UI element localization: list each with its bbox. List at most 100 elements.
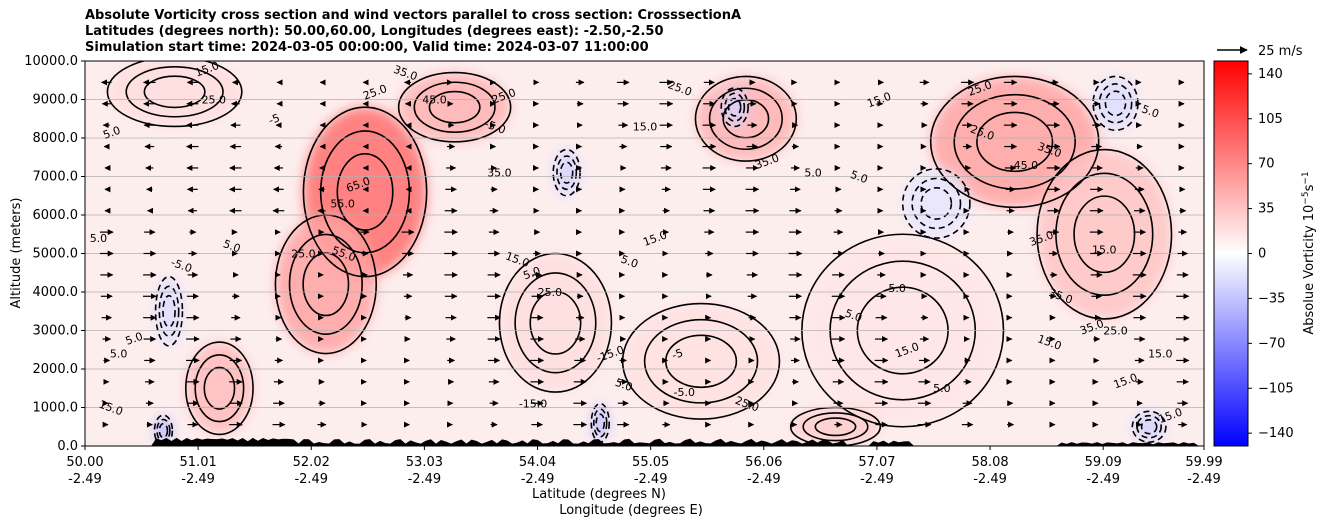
- y-tick-label: 7000.0: [33, 170, 79, 185]
- contour-line: [595, 413, 606, 433]
- contour-label: 5.0: [888, 282, 906, 295]
- x-tick-label-lat: 59.99: [1185, 455, 1222, 470]
- colorbar: [1213, 60, 1249, 447]
- contour-line: [158, 422, 169, 439]
- y-axis: 0.0 1000.0 2000.0 3000.0 4000.0 5000.0 6000.0 7…: [24, 54, 85, 454]
- x-tick-label-lon: -2.49: [1086, 472, 1120, 487]
- colorbar-tick-label: −105: [1258, 381, 1294, 396]
- x-tick-label-lon: -2.49: [747, 472, 781, 487]
- contour-label: 15.0: [1092, 244, 1117, 257]
- contour-line: [1131, 410, 1167, 443]
- y-tick-label: 5000.0: [33, 247, 79, 262]
- contour-line: [802, 412, 869, 442]
- contour-label: 5.0: [1140, 103, 1161, 121]
- contour-label: 5.0: [613, 376, 634, 394]
- contour-label: -5.0: [674, 386, 695, 399]
- contour-line: [929, 75, 1100, 209]
- y-tick-label: 6000.0: [33, 208, 79, 223]
- x-tick-label-lat: 54.04: [519, 455, 556, 470]
- chart-title-line-2: Latitudes (degrees north): 50.00,60.00, …: [85, 24, 664, 39]
- contour-label: 5.0: [804, 167, 822, 180]
- colorbar-tick-label: 35: [1258, 202, 1275, 217]
- contour-label: 5.0: [221, 237, 242, 255]
- contour-label: 5.0: [933, 382, 951, 395]
- contour-line: [708, 87, 783, 151]
- colorbar-ticks: 140 105 70 35 0 −35 −70 −105 −140: [1248, 67, 1294, 441]
- contour-label: 25.0: [538, 286, 563, 299]
- contour-line: [1036, 148, 1173, 320]
- colorbar-tick-label: 105: [1258, 112, 1283, 127]
- y-tick-label: 8000.0: [33, 131, 79, 146]
- contour-label: 5.0: [521, 264, 542, 282]
- contour-label: 5.0: [849, 168, 870, 186]
- vorticity-region: [1037, 149, 1172, 319]
- x-tick-label-lon: -2.49: [68, 472, 102, 487]
- contour-label: 55.0: [330, 197, 355, 210]
- contour-line: [1104, 90, 1127, 117]
- contour-line: [720, 87, 749, 128]
- contour-line: [643, 318, 759, 404]
- contour-line: [1073, 195, 1136, 274]
- y-tick-label: 2000.0: [33, 362, 79, 377]
- x-tick-label-lat: 50.00: [66, 455, 103, 470]
- contour-line: [413, 81, 496, 133]
- x-axis-label-lat: Latitude (degrees N): [532, 487, 666, 502]
- x-tick-label-lon: -2.49: [860, 472, 894, 487]
- contour-label: 5.0: [90, 232, 108, 245]
- contour-line: [154, 275, 184, 347]
- chart-title-line-3: Simulation start time: 2024-03-05 00:00:…: [85, 40, 649, 55]
- colorbar-tick-label: 0: [1258, 247, 1266, 262]
- contour-line: [428, 90, 481, 124]
- x-tick-label-lat: 55.05: [632, 455, 669, 470]
- contour-line: [125, 66, 224, 118]
- contour-line: [901, 167, 971, 239]
- contour-line: [559, 161, 574, 184]
- x-tick-label-lon: -2.49: [408, 472, 442, 487]
- y-tick-label: 0.0: [57, 439, 78, 454]
- contour-line: [203, 366, 236, 410]
- contour-line: [727, 97, 742, 117]
- x-tick-label-lon: -2.49: [634, 472, 668, 487]
- colorbar-tick-label: −140: [1258, 426, 1294, 441]
- x-tick-label-lat: 59.09: [1085, 455, 1122, 470]
- contour-label: 15.0: [1148, 347, 1173, 360]
- contour-line: [694, 75, 798, 162]
- contour-label: 5.0: [124, 330, 145, 348]
- x-axis: 50.00 -2.49 51.01 -2.49 52.02 -2.49 53.03 -2.49…: [66, 446, 1223, 487]
- contour-label: 25.0: [291, 247, 316, 260]
- contour-label: -5: [670, 346, 685, 362]
- contour-label: 5.0: [110, 347, 128, 360]
- contour-line: [514, 272, 597, 374]
- colorbar-tick-label: 70: [1258, 157, 1275, 172]
- contour-label: 25.0: [1103, 324, 1128, 337]
- y-tick-label: 4000.0: [33, 285, 79, 300]
- colorbar-tick-label: −70: [1258, 336, 1285, 351]
- chart-title-line-1: Absolute Vorticity cross section and win…: [85, 8, 742, 23]
- contour-line: [143, 75, 206, 109]
- contour-line: [106, 61, 243, 128]
- y-tick-label: 1000.0: [33, 401, 79, 416]
- contour-line: [1136, 414, 1163, 439]
- contour-label: 45.0: [422, 93, 447, 106]
- vorticity-region: [622, 303, 780, 420]
- terrain: [85, 437, 1204, 446]
- contour-line: [552, 148, 581, 197]
- contour-line: [814, 417, 857, 437]
- contour-label: 45.0: [1014, 159, 1039, 172]
- contour-line: [911, 177, 962, 230]
- contour-label: 5.0: [619, 253, 640, 271]
- contour-line: [288, 233, 363, 335]
- contour-label: -15.0: [519, 398, 547, 411]
- x-tick-label-lon: -2.49: [521, 472, 555, 487]
- x-tick-label-lat: 56.06: [745, 455, 782, 470]
- contour-line: [593, 408, 608, 438]
- x-tick-label-lat: 53.03: [406, 455, 443, 470]
- contour-label: 5.0: [101, 124, 122, 142]
- x-tick-label-lon: -2.49: [973, 472, 1007, 487]
- x-tick-label-lon: -2.49: [294, 472, 328, 487]
- contour-line: [194, 354, 245, 423]
- contour-line: [556, 155, 578, 191]
- contour-line: [158, 285, 180, 337]
